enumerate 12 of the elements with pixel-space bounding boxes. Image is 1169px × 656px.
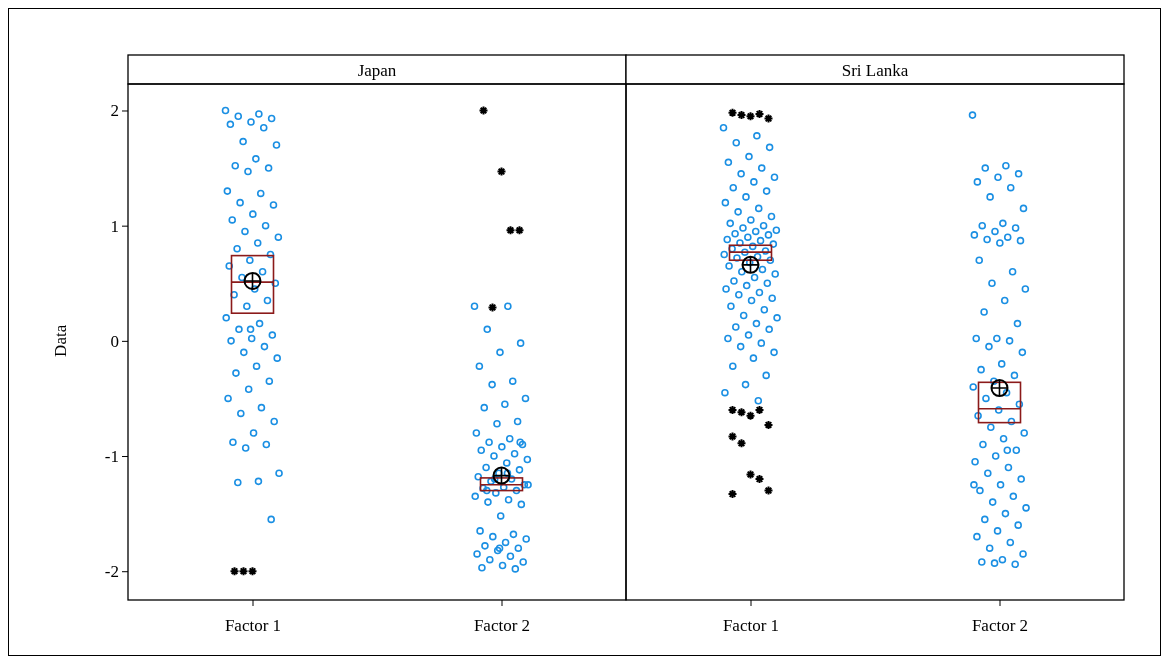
y-tick-label: 2 bbox=[110, 101, 119, 121]
x-tick-label: Factor 2 bbox=[971, 616, 1029, 636]
y-tick-label: 0 bbox=[110, 331, 119, 351]
y-tick-label: -1 bbox=[104, 446, 119, 466]
x-tick-label: Factor 2 bbox=[473, 616, 531, 636]
y-tick-label: -2 bbox=[104, 562, 119, 582]
chart-title: Japan bbox=[357, 60, 397, 80]
y-axis-title: Data bbox=[51, 324, 70, 357]
x-tick-label: Factor 1 bbox=[722, 616, 780, 636]
y-tick-label: 1 bbox=[110, 216, 119, 236]
chart-title: Sri Lanka bbox=[841, 60, 909, 80]
x-tick-label: Factor 1 bbox=[224, 616, 282, 636]
